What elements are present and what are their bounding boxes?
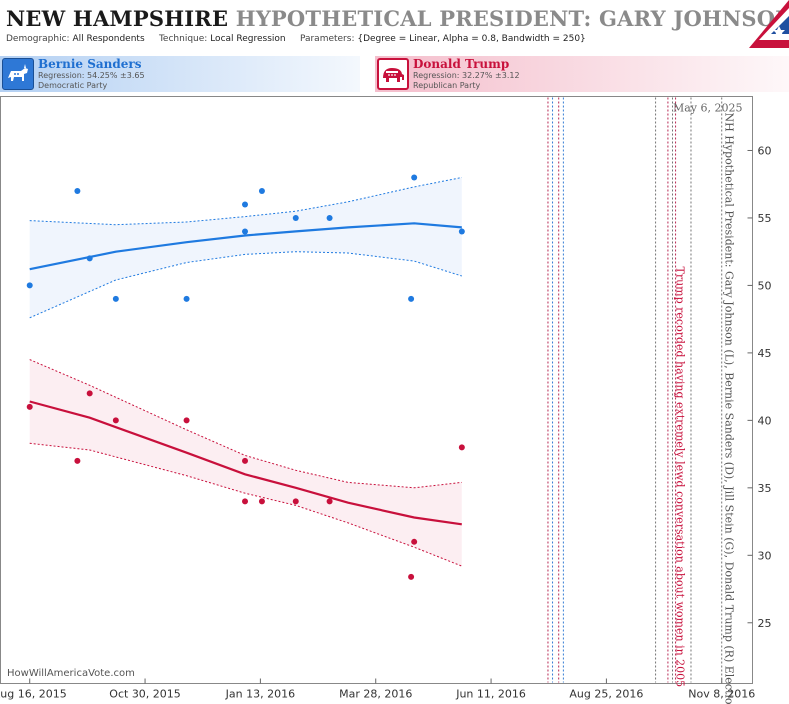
poll-point	[408, 295, 415, 302]
poll-point	[408, 573, 415, 580]
poll-point	[326, 214, 333, 221]
y-tick-label: 55	[758, 212, 772, 225]
site-watermark: HowWillAmericaVote.com	[7, 668, 135, 679]
upper-bound-line	[29, 177, 462, 226]
regression-line	[29, 222, 462, 271]
poll-point	[112, 417, 119, 424]
x-tick-label: Aug 16, 2015	[0, 688, 67, 701]
poll-point	[242, 228, 249, 235]
legend-donald-trump: Donald Trump Regression: 32.27% ±3.12 Re…	[375, 56, 789, 92]
demographic-value: All Respondents	[72, 34, 145, 44]
poll-point	[411, 538, 418, 545]
donkey-icon	[2, 58, 34, 90]
candidate-regression: Regression: 32.27% ±3.12	[413, 71, 520, 80]
plot-frame	[0, 96, 753, 684]
poll-point	[258, 187, 265, 194]
lower-bound-line	[29, 442, 462, 567]
poll-point	[242, 457, 249, 464]
technique-value: Local Regression	[210, 34, 286, 44]
poll-point	[74, 457, 81, 464]
poll-point	[26, 282, 33, 289]
candidate-party: Democratic Party	[38, 81, 108, 90]
demographic-label: Demographic:	[6, 34, 70, 44]
parameters-label: Parameters:	[299, 34, 355, 44]
y-tick-label: 35	[758, 482, 772, 495]
date-stamp: May 6, 2025	[673, 102, 743, 115]
chart-parameters: Demographic: All Respondents Technique: …	[6, 34, 586, 44]
event-annotation: Trump recorded having extremely lewd con…	[674, 267, 687, 688]
poll-point	[183, 417, 190, 424]
legend-bernie-sanders: Bernie Sanders Regression: 54.25% ±3.65 …	[0, 56, 360, 92]
poll-point	[74, 187, 81, 194]
poll-point	[458, 444, 465, 451]
y-tick-label: 60	[758, 144, 772, 157]
y-tick-label: 45	[758, 347, 772, 360]
lower-bound-line	[29, 251, 462, 319]
y-tick-label: 50	[758, 279, 772, 292]
x-tick-label: Aug 25, 2016	[569, 688, 643, 701]
poll-point	[458, 228, 465, 235]
technique-label: Technique:	[158, 34, 208, 44]
x-tick-label: Jun 11, 2016	[455, 688, 526, 701]
poll-point	[86, 390, 93, 397]
y-tick-label: 30	[758, 549, 772, 562]
poll-point	[292, 214, 299, 221]
candidate-party: Republican Party	[413, 81, 481, 90]
candidate-regression: Regression: 54.25% ±3.65	[38, 71, 145, 80]
parameters-value: {Degree = Linear, Alpha = 0.8, Bandwidth…	[357, 34, 586, 44]
election-annotation: NH Hypothetical President: Gary Johnson …	[723, 113, 736, 704]
title-rest: HYPOTHETICAL PRESIDENT: GARY JOHNSON	[235, 6, 789, 31]
poll-point	[242, 498, 249, 505]
poll-point	[326, 498, 333, 505]
poll-point	[258, 498, 265, 505]
x-tick-label: Nov 8, 2016	[688, 688, 755, 701]
x-tick-label: Mar 28, 2016	[339, 688, 412, 701]
poll-point	[292, 498, 299, 505]
poll-point	[26, 403, 33, 410]
y-tick-label: 40	[758, 414, 772, 427]
upper-bound-line	[29, 359, 462, 489]
poll-point	[112, 295, 119, 302]
title-state: NEW HAMPSHIRE	[6, 6, 229, 31]
poll-point	[242, 201, 249, 208]
x-tick-label: Jan 13, 2016	[225, 688, 295, 701]
regression-line	[29, 400, 462, 526]
poll-point	[86, 255, 93, 262]
confidence-band	[29, 177, 462, 318]
candidate-name: Bernie Sanders	[38, 57, 142, 71]
candidate-name: Donald Trump	[413, 57, 510, 71]
x-tick-label: Oct 30, 2015	[109, 688, 181, 701]
poll-point	[411, 174, 418, 181]
elephant-icon	[377, 58, 409, 90]
site-logo-icon	[749, 0, 789, 48]
y-tick-label: 25	[758, 617, 772, 630]
chart-title: NEW HAMPSHIRE HYPOTHETICAL PRESIDENT: GA…	[6, 6, 789, 31]
poll-point	[183, 295, 190, 302]
